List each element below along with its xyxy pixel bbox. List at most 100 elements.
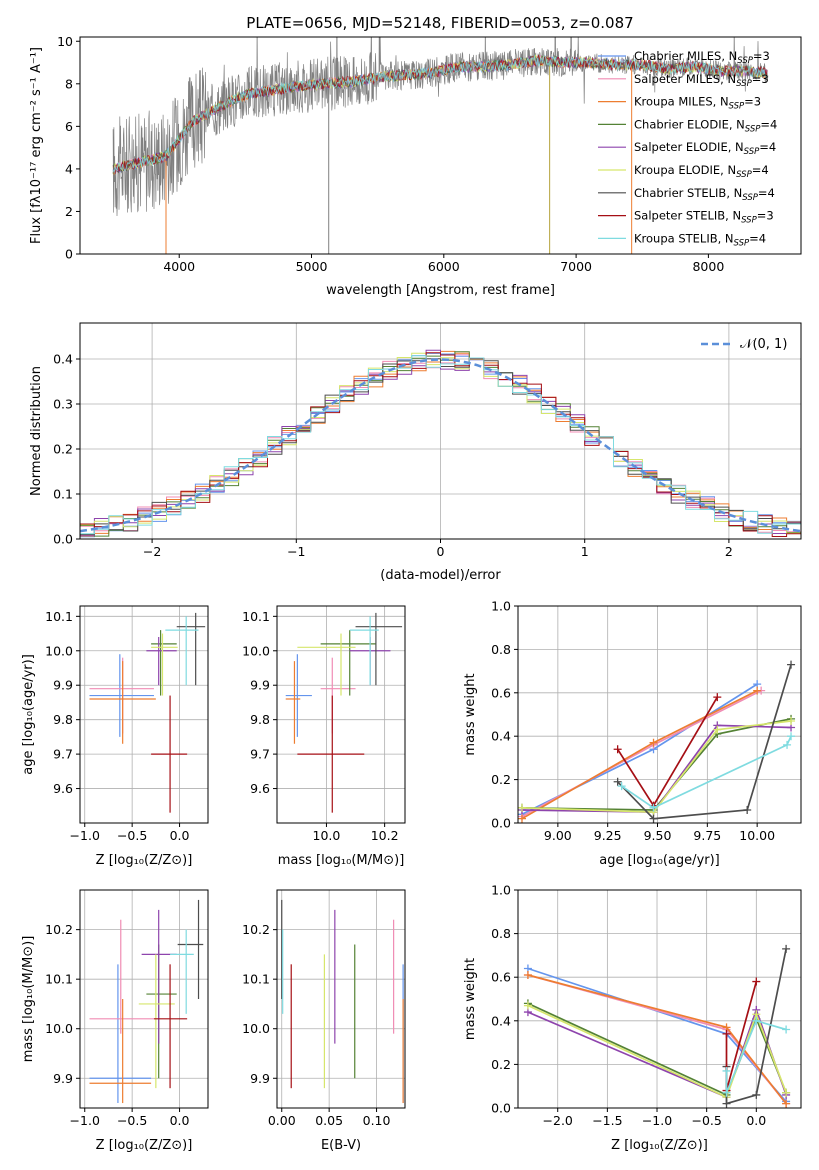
- age-vs-Z: −1.0 −0.5 0.0 9.6 9.7 9.8 9.9 10.0 10.1 Z [log₁₀(…: [21, 605, 209, 868]
- mass-weight-vs-Z-plot-area: [523, 944, 791, 1108]
- age-vs-Z-xtick-label: −0.5: [117, 828, 147, 843]
- mass-weight-vs-Z-ytick-label: 0.6: [491, 970, 511, 985]
- mass-weight-vs-age-ylabel: mass weight: [463, 673, 478, 755]
- mass-vs-Z-ytick-label: 9.9: [53, 1071, 73, 1086]
- mass-weight-marker: [613, 777, 622, 786]
- mass-weight-marker: [713, 693, 722, 702]
- residuals-xtick-label: 1: [581, 544, 589, 559]
- residuals-xtick-label: −2: [143, 544, 161, 559]
- age-vs-mass-ytick-label: 9.9: [250, 678, 270, 693]
- mass-vs-Z-ytick-label: 10.2: [45, 922, 73, 937]
- mass-weight-vs-age-xtick-label: 9.50: [644, 828, 672, 843]
- residuals-xtick-label: 0: [437, 544, 445, 559]
- age-vs-Z-ytick-label: 10.0: [45, 643, 73, 658]
- spectrum: 4000 5000 6000 7000 8000 0 2 4 6 8 10 wavelength [A…: [29, 34, 802, 298]
- mass-weight-vs-Z-ylabel: mass weight: [463, 958, 478, 1040]
- mass-vs-Z-ytick-label: 10.0: [45, 1021, 73, 1036]
- mass-weight-marker: [722, 1066, 731, 1075]
- residuals-xtick-label: 2: [725, 544, 733, 559]
- age-vs-Z-frame: [79, 605, 209, 824]
- age-vs-Z-ytick-label: 10.1: [45, 609, 73, 624]
- mass-weight-vs-age-xtick-label: 9.00: [544, 828, 572, 843]
- mass-weight-vs-age-xlabel: age [log₁₀(age/yr)]: [599, 853, 720, 868]
- mass-weight-vs-Z-xtick-label: −2.0: [543, 1113, 573, 1128]
- age-vs-mass-xtick-label: 10.2: [371, 828, 399, 843]
- mass-weight-vs-age-plot-area: [518, 660, 796, 823]
- mass-weight-marker: [752, 977, 761, 986]
- mass-weight-vs-Z-xtick-label: −1.5: [592, 1113, 622, 1128]
- mass-weight-vs-Z: −2.0 −1.5 −1.0 −0.5 0.0 0.0 0.2 0.4 0.6 0.8 1.0 Z […: [463, 883, 802, 1153]
- age-vs-mass-ytick-label: 9.7: [250, 747, 270, 762]
- mass-weight-marker: [523, 1001, 532, 1010]
- residuals-ytick-label: 0.2: [53, 442, 73, 457]
- mass-weight-vs-age-ytick-label: 0.2: [491, 772, 511, 787]
- legend-entry: Kroupa STELIB, NSSP=4: [634, 231, 766, 248]
- mass-weight-vs-age: 9.00 9.25 9.50 9.75 10.00 0.0 0.2 0.4 0.6 0.8 1.0 a…: [463, 599, 802, 868]
- mass-weight-line: [521, 683, 758, 816]
- residuals-ylabel: Normed distribution: [29, 366, 44, 496]
- age-vs-mass-plot-area: [285, 612, 403, 813]
- spectrum-ylabel: Flux [fλ10⁻¹⁷ erg cm⁻² s⁻¹ A⁻¹]: [29, 47, 44, 244]
- legend-entry: Chabrier STELIB, NSSP=4: [634, 186, 775, 203]
- mass-weight-vs-age-xtick-label: 9.25: [594, 828, 622, 843]
- age-vs-Z-ytick-label: 9.8: [53, 712, 73, 727]
- mass-weight-marker: [523, 971, 532, 980]
- age-vs-mass-frame: [276, 605, 406, 824]
- mass-vs-Z-ylabel: mass [log₁₀(M/M⊙)]: [21, 936, 36, 1063]
- mass-weight-line: [521, 724, 792, 813]
- age-vs-mass: 10.0 10.2 9.6 9.7 9.8 9.9 10.0 10.1 mass [log₁₀(…: [242, 605, 406, 868]
- spectrum-xtick-label: 7000: [560, 259, 592, 274]
- age-vs-Z-ytick-label: 9.9: [53, 678, 73, 693]
- mass-vs-ebv-frame: [276, 889, 406, 1109]
- spectrum-ytick-label: 10: [57, 34, 73, 49]
- age-vs-mass-xtick-label: 10.0: [313, 828, 341, 843]
- residuals-ytick-label: 0.1: [53, 487, 73, 502]
- spectrum-ytick-label: 2: [65, 204, 73, 219]
- mass-weight-vs-Z-ytick-label: 0.8: [491, 926, 511, 941]
- mass-weight-marker: [613, 745, 622, 754]
- age-vs-mass-ytick-label: 10.0: [242, 643, 270, 658]
- residuals-ytick-label: 0.3: [53, 397, 73, 412]
- mass-weight-line: [521, 720, 792, 813]
- legend-entry: Kroupa MILES, NSSP=3: [634, 95, 761, 112]
- residual-histogram: [80, 352, 801, 537]
- mass-weight-marker: [518, 814, 526, 823]
- normal-legend-label: 𝒩(0, 1): [740, 337, 787, 352]
- legend-entry: Salpeter ELODIE, NSSP=4: [634, 140, 776, 157]
- mass-weight-marker: [722, 1029, 731, 1038]
- mass-weight-marker: [782, 1099, 791, 1108]
- residuals: −2 −1 0 1 2 0.0 0.1 0.2 0.3 0.4 (data-model)/error…: [29, 322, 802, 583]
- age-vs-mass-xlabel: mass [log₁₀(M/M⊙)]: [278, 853, 405, 868]
- age-vs-Z-ytick-label: 9.7: [53, 747, 73, 762]
- legend-entry: Salpeter STELIB, NSSP=3: [634, 209, 774, 226]
- mass-vs-ebv-ytick-label: 10.0: [242, 1021, 270, 1036]
- mass-weight-vs-Z-xtick-label: −0.5: [691, 1113, 721, 1128]
- mass-vs-ebv-plot-area: [281, 899, 404, 1104]
- mass-vs-Z-xtick-label: 0.0: [170, 1113, 190, 1128]
- spectrum-xtick-label: 4000: [163, 259, 195, 274]
- mass-weight-vs-age-xtick-label: 9.75: [693, 828, 721, 843]
- age-vs-Z-xtick-label: −1.0: [70, 828, 100, 843]
- mass-weight-marker: [782, 1088, 791, 1097]
- residuals-xlabel: (data-model)/error: [380, 568, 501, 583]
- spectrum-ytick-label: 6: [65, 119, 73, 134]
- spectrum-ytick-label: 8: [65, 76, 73, 91]
- residuals-plot-area: [80, 349, 801, 538]
- mass-vs-ebv-xtick-label: 0.10: [363, 1113, 391, 1128]
- mass-weight-vs-age-ytick-label: 0.8: [491, 642, 511, 657]
- spectrum-xtick-label: 5000: [296, 259, 328, 274]
- residuals-xtick-label: −1: [287, 544, 305, 559]
- mass-weight-marker: [649, 814, 658, 823]
- mass-weight-vs-age-ytick-label: 0.6: [491, 685, 511, 700]
- mass-weight-vs-Z-ytick-label: 0.0: [491, 1101, 511, 1116]
- mass-weight-marker: [783, 740, 792, 749]
- residual-histogram: [80, 358, 801, 535]
- mass-vs-ebv-ytick-label: 10.1: [242, 972, 270, 987]
- mass-weight-vs-age-ytick-label: 0.0: [491, 816, 511, 831]
- mass-weight-vs-age-xtick-label: 10.00: [739, 828, 775, 843]
- mass-weight-line: [621, 735, 792, 809]
- spectrum-xlabel: wavelength [Angstrom, rest frame]: [326, 283, 555, 298]
- spectrum-xtick-label: 8000: [692, 259, 724, 274]
- spectrum-plot-area: [112, 37, 769, 254]
- spectrum-ytick-label: 4: [65, 161, 73, 176]
